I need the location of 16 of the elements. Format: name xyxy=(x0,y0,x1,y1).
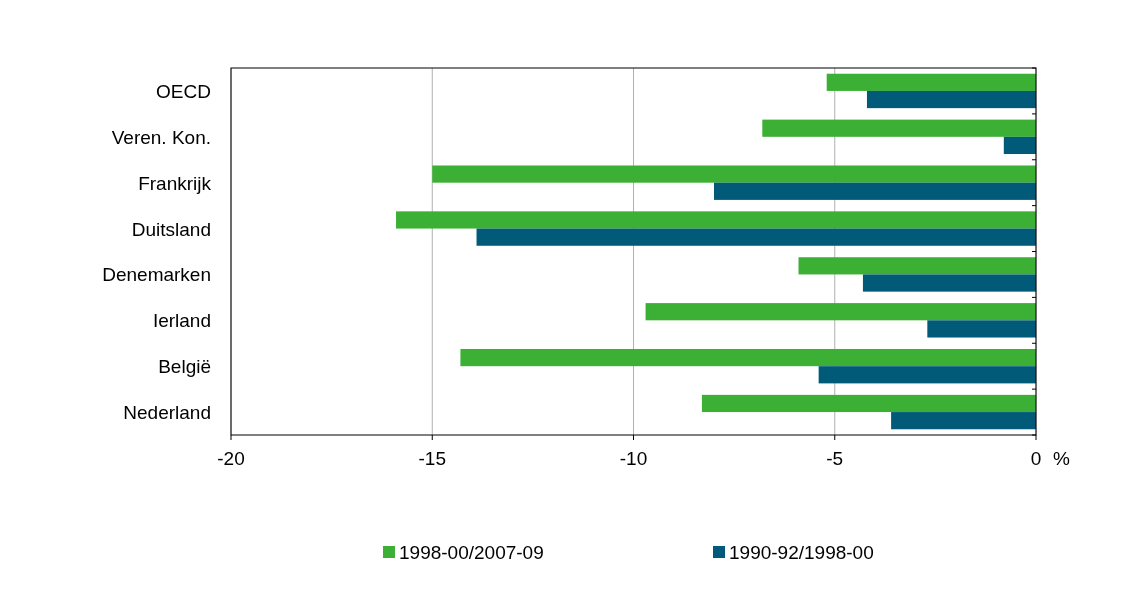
y-tick-label: OECD xyxy=(156,80,211,102)
y-tick-label: Nederland xyxy=(123,402,211,424)
y-tick-label: Denemarken xyxy=(102,264,211,286)
y-tick-label: Veren. Kon. xyxy=(111,126,211,148)
y-tick-label: België xyxy=(158,356,211,378)
x-tick-label: -10 xyxy=(619,448,648,469)
x-tick-label: -5 xyxy=(826,448,844,469)
x-tick-label: -15 xyxy=(418,448,446,469)
x-axis-title: % xyxy=(1053,448,1070,469)
x-tick-label: -20 xyxy=(217,448,245,469)
y-tick-label: Ierland xyxy=(152,310,211,332)
y-tick-label: Duitsland xyxy=(131,218,211,240)
y-tick-label: Frankrijk xyxy=(138,172,212,194)
legend-label: 1990-92/1998-00 xyxy=(729,542,874,563)
x-tick-label: 0 xyxy=(1030,448,1042,469)
legend-label: 1998-00/2007-09 xyxy=(399,542,544,563)
